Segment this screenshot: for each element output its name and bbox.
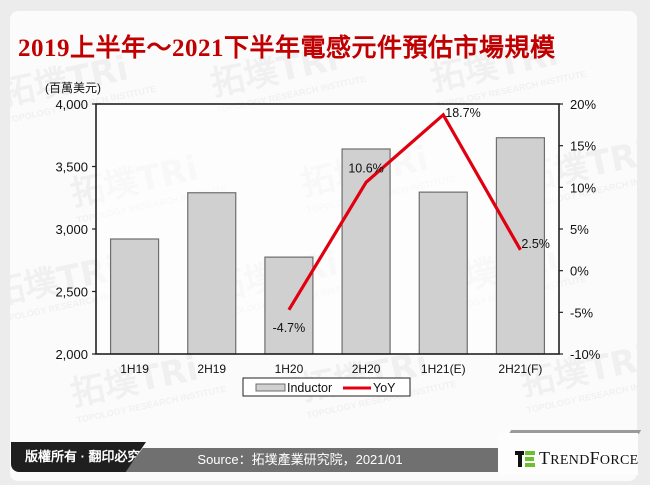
yoy-data-label: -4.7% — [273, 321, 306, 335]
bar-2H19 — [187, 192, 237, 355]
bar-1H19 — [109, 238, 160, 355]
yoy-line — [287, 112, 522, 311]
y2-tick-label: -5% — [570, 305, 594, 320]
trendforce-logo: TRENDFORCE — [515, 448, 638, 469]
y-tick-label: 3,500 — [55, 160, 88, 175]
x-tick-label: 2H20 — [352, 362, 381, 376]
footer-source-band — [125, 448, 420, 472]
yoy-data-label: 2.5% — [521, 237, 550, 251]
bar-2H20 — [341, 148, 391, 355]
y2-tick-label: 0% — [570, 264, 589, 279]
x-tick-label: 1H21(E) — [421, 362, 466, 376]
brand-name: TRENDFORCE — [539, 448, 639, 468]
bar-1H20 — [264, 256, 314, 355]
yoy-data-label: 18.7% — [445, 106, 480, 120]
yoy-line-series: -4.7% 10.6% 18.7% 2.5% — [273, 106, 550, 335]
legend-inductor-swatch — [255, 383, 286, 392]
y-tick-label: 4,000 — [55, 97, 88, 112]
x-tick-label: 2H19 — [197, 362, 226, 376]
y2-tick-label: 10% — [570, 180, 596, 195]
y-tick-label: 2,500 — [55, 285, 88, 300]
trendforce-logo-icon — [515, 450, 535, 467]
y-tick-label: 2,000 — [55, 347, 88, 362]
x-tick-label: 2H21(F) — [498, 362, 542, 376]
y2-tick-label: 5% — [570, 222, 589, 237]
bar-series — [96, 104, 559, 355]
x-tick-label: 1H19 — [120, 362, 149, 376]
axes: 1H19 2H19 1H20 2H20 1H21(E) 2H21(F) 2,000 2,500… — [55, 97, 600, 376]
y-axis-unit-label: (百萬美元) — [45, 81, 101, 95]
yoy-data-label: 10.6% — [348, 161, 383, 175]
chart-title: 2019上半年～2021下半年電感元件預估市場規模 — [18, 35, 556, 62]
legend: Inductor YoY — [242, 377, 411, 397]
copyright-notice: 版權所有 · 翻印必究 — [11, 442, 146, 472]
source-text: Source：拓墣產業研究院，2021/01 — [197, 452, 403, 467]
y2-tick-label: 20% — [570, 97, 596, 112]
y-tick-label: 3,000 — [55, 222, 88, 237]
legend-inductor-label: Inductor — [287, 381, 332, 395]
x-tick-label: 1H20 — [275, 362, 304, 376]
legend-yoy-label: YoY — [373, 381, 396, 395]
y2-tick-label: -10% — [570, 347, 601, 362]
footer-band-right — [410, 448, 510, 472]
bar-1H21(E) — [418, 191, 468, 355]
y2-tick-label: 15% — [570, 139, 596, 154]
